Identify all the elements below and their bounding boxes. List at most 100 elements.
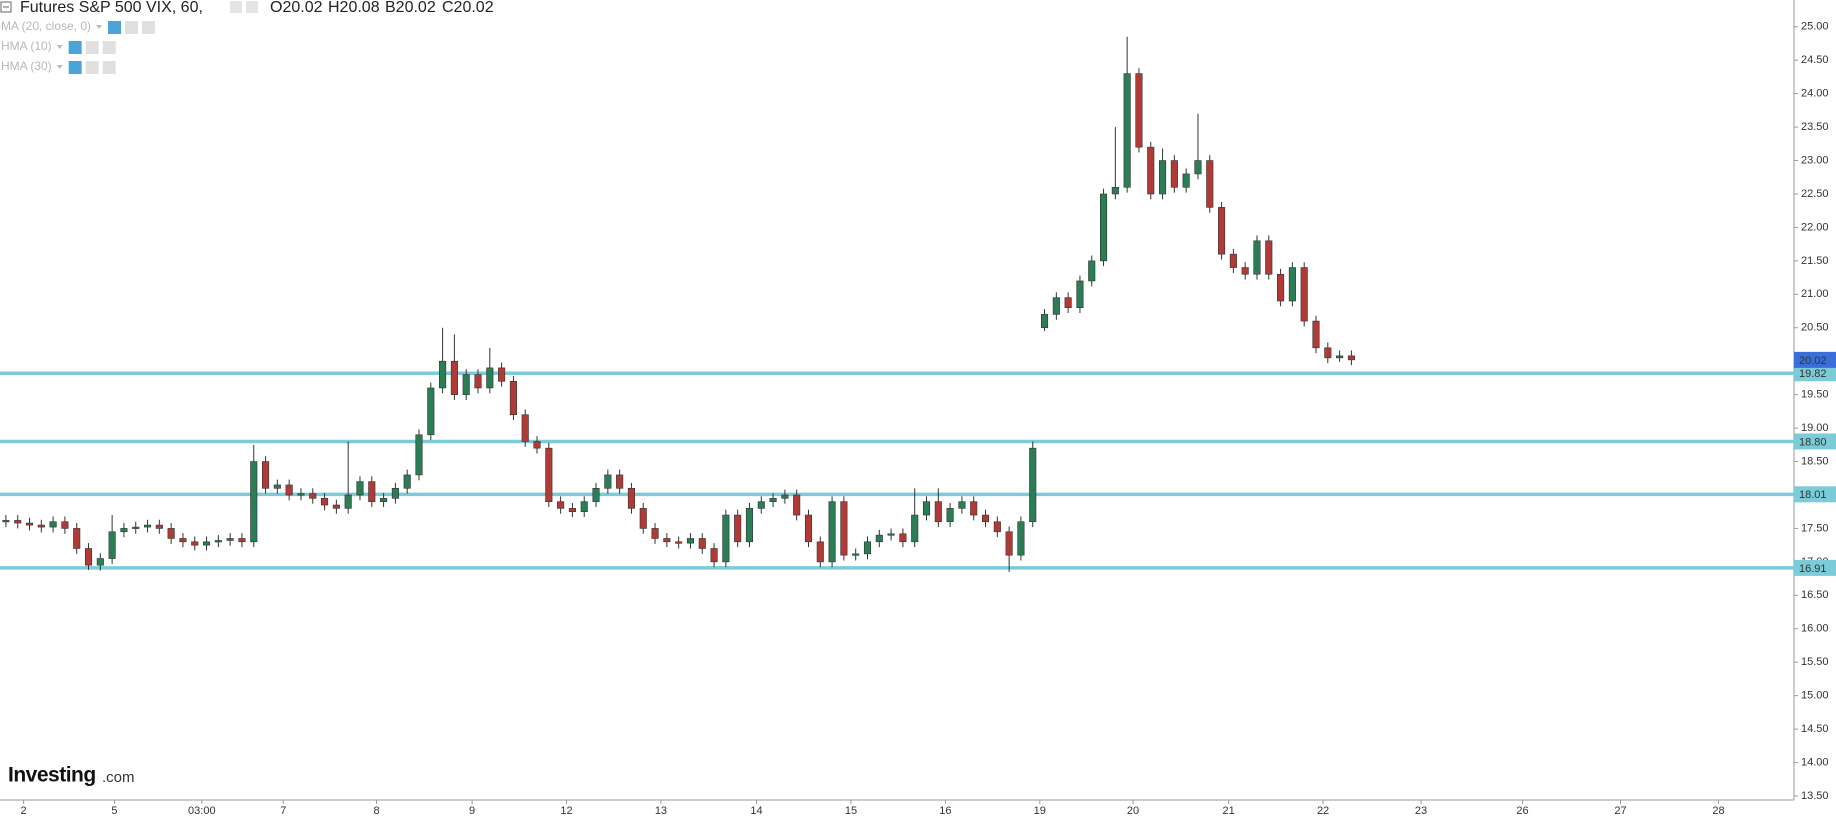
candle-body	[450, 360, 458, 395]
indicator-icon[interactable]	[108, 21, 122, 34]
candle-body	[710, 548, 718, 563]
candle-body	[934, 501, 942, 523]
y-tick-label: 24.50	[1801, 54, 1829, 66]
candle-body	[309, 493, 317, 499]
candle-body	[509, 380, 517, 416]
candle-body	[1123, 73, 1131, 188]
level-label: 19.82	[1799, 368, 1827, 380]
y-tick-label: 15.50	[1801, 656, 1829, 668]
candle-body	[84, 548, 93, 566]
candle-body	[698, 538, 706, 549]
ohlc-high: H20.08	[328, 0, 380, 16]
candle-body	[2, 520, 10, 523]
candle-body	[946, 508, 954, 523]
indicator-icon[interactable]	[85, 41, 99, 54]
indicator-icon[interactable]	[85, 61, 99, 74]
candle-body	[875, 534, 883, 543]
y-tick-label: 16.00	[1801, 623, 1829, 635]
x-tick-label: 19	[1034, 805, 1046, 817]
candle-body	[203, 541, 211, 546]
candle-body	[769, 498, 777, 502]
y-tick-label: 24.00	[1801, 88, 1829, 100]
y-tick-label: 18.50	[1801, 455, 1829, 467]
logo: Investing .com	[8, 764, 135, 787]
y-tick-label: 17.50	[1801, 522, 1829, 534]
candle-body	[793, 494, 801, 516]
indicator-label: HMA (10)	[1, 39, 52, 53]
indicator-icon[interactable]	[102, 61, 116, 74]
candle-body	[486, 367, 494, 389]
candle-body	[439, 360, 447, 389]
candle-body	[1300, 267, 1308, 322]
indicator-label: MA (20, close, 0)	[1, 19, 91, 33]
indicator-icon[interactable]	[68, 61, 82, 74]
candle-body	[61, 521, 69, 529]
candle-body	[415, 434, 423, 476]
y-tick-label: 21.00	[1801, 288, 1829, 300]
last-price-box	[1794, 351, 1836, 368]
x-tick-label: 14	[750, 805, 762, 817]
indicator-icon[interactable]	[142, 21, 156, 34]
x-tick-label: 20	[1127, 805, 1139, 817]
candle-body	[852, 553, 860, 556]
candle-body	[592, 487, 600, 502]
candle-body	[155, 524, 163, 529]
candle-body	[344, 494, 352, 509]
level-label: 18.01	[1799, 489, 1827, 501]
candle-body	[73, 528, 81, 549]
x-tick-label: 21	[1223, 805, 1235, 817]
candle-body	[143, 524, 152, 528]
candle-body	[462, 374, 470, 395]
candle-body	[627, 487, 635, 509]
candle-body	[1288, 267, 1296, 302]
title-icon[interactable]	[230, 1, 242, 13]
candle-body	[1100, 193, 1108, 262]
indicator-icon[interactable]	[68, 41, 82, 54]
x-tick-label: 5	[111, 805, 117, 817]
x-tick-label: 22	[1317, 805, 1329, 817]
y-tick-label: 16.50	[1801, 589, 1829, 601]
candle-body	[191, 541, 199, 546]
logo-suffix: .com	[102, 769, 135, 786]
candle-body	[651, 528, 659, 539]
candle-body	[722, 514, 730, 563]
candle-body	[1347, 355, 1355, 361]
candle-body	[120, 528, 128, 533]
indicator-icon[interactable]	[125, 21, 139, 34]
candle-body	[1052, 297, 1060, 315]
indicator-label: HMA (30)	[1, 59, 52, 73]
y-tick-label: 22.00	[1801, 221, 1829, 233]
candle-body	[1324, 347, 1332, 359]
candle-body	[380, 498, 388, 502]
y-tick-label: 22.50	[1801, 188, 1829, 200]
candle-body	[887, 533, 895, 536]
collapse-icon[interactable]	[0, 1, 12, 13]
y-tick-label: 23.50	[1801, 121, 1829, 133]
candle-body	[96, 558, 104, 566]
candle-body	[545, 447, 553, 502]
candle-body	[1170, 160, 1178, 188]
level-label-box	[1794, 433, 1836, 450]
candle-body	[663, 538, 671, 543]
candle-body	[533, 441, 541, 449]
candle-body	[1253, 240, 1261, 275]
x-tick-label: 13	[655, 805, 667, 817]
indicator-icon[interactable]	[102, 41, 116, 54]
candle-body	[1147, 146, 1155, 195]
candle-body	[840, 501, 848, 556]
candle-body	[993, 521, 1001, 533]
candle-body	[356, 481, 364, 496]
x-tick-label: 23	[1415, 805, 1427, 817]
candle-body	[1111, 186, 1119, 195]
candle-body	[14, 520, 22, 524]
candle-body	[391, 487, 399, 499]
logo-name: Investing	[8, 764, 96, 787]
title-icon[interactable]	[246, 1, 258, 13]
candle-body	[179, 538, 187, 543]
indicator-dropdown	[56, 45, 63, 49]
candle-body	[1029, 447, 1037, 523]
level-label: 16.91	[1799, 563, 1827, 575]
candle-body	[521, 414, 529, 442]
ohlc-close: C20.02	[442, 0, 494, 16]
x-tick-label: 12	[560, 805, 572, 817]
